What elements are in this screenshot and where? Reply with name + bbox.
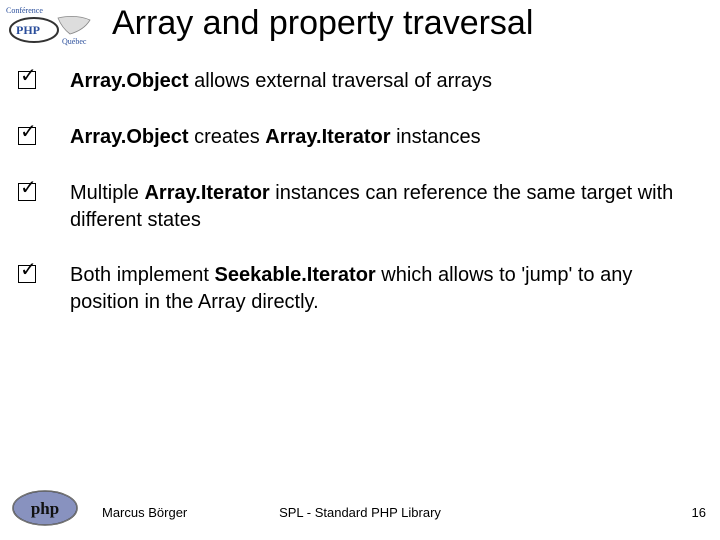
conference-logo-text-top: Conférence xyxy=(6,6,43,15)
conference-logo-map xyxy=(58,16,90,34)
footer-page-number: 16 xyxy=(692,505,706,520)
conference-logo: Conférence PHP Québec xyxy=(4,4,96,46)
bullet-text: Multiple Array.Iterator instances can re… xyxy=(70,180,702,234)
checkbox-icon: ✓ xyxy=(18,124,70,152)
slide-title: Array and property traversal xyxy=(112,4,710,43)
bullet-text: Array.Object allows external traversal o… xyxy=(70,68,702,95)
conference-logo-text-bottom: Québec xyxy=(62,37,87,46)
bullet-item: ✓ Both implement Seekable.Iterator which… xyxy=(18,262,702,316)
slide-content: ✓ Array.Object allows external traversal… xyxy=(18,68,702,344)
slide: Conférence PHP Québec Array and property… xyxy=(0,0,720,540)
bullet-item: ✓ Array.Object allows external traversal… xyxy=(18,68,702,96)
footer: php Marcus Börger SPL - Standard PHP Lib… xyxy=(0,478,720,534)
footer-center: SPL - Standard PHP Library xyxy=(0,505,720,520)
bullet-text: Array.Object creates Array.Iterator inst… xyxy=(70,124,702,151)
conference-logo-php: PHP xyxy=(16,23,40,37)
bullet-item: ✓ Multiple Array.Iterator instances can … xyxy=(18,180,702,234)
checkbox-icon: ✓ xyxy=(18,262,70,290)
checkbox-icon: ✓ xyxy=(18,180,70,208)
checkbox-icon: ✓ xyxy=(18,68,70,96)
bullet-text: Both implement Seekable.Iterator which a… xyxy=(70,262,702,316)
bullet-item: ✓ Array.Object creates Array.Iterator in… xyxy=(18,124,702,152)
